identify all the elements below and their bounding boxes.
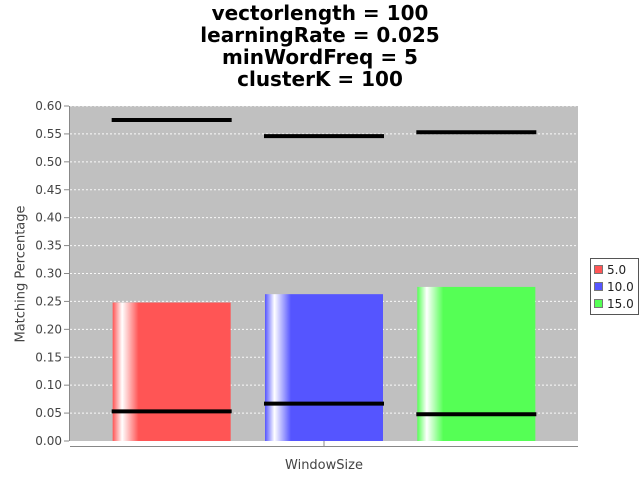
y-tick-label: 0.10 <box>35 378 62 392</box>
legend-label: 5.0 <box>607 262 627 277</box>
bar-series-15.0 <box>417 286 536 441</box>
y-tick-label: 0.25 <box>35 294 62 308</box>
title-line-minwordfreq: minWordFreq = 5 <box>222 45 418 69</box>
y-tick-label: 0.50 <box>35 155 62 169</box>
y-tick-label: 0.00 <box>35 434 62 448</box>
y-tick-label: 0.40 <box>35 211 62 225</box>
bar-series-5.0 <box>112 302 231 441</box>
legend-item: 10.0 <box>594 278 634 295</box>
y-tick-label: 0.05 <box>35 406 62 420</box>
bars <box>112 286 536 441</box>
range-markers <box>111 117 537 417</box>
legend-item: 15.0 <box>594 295 634 312</box>
bar-series-10.0 <box>265 294 383 441</box>
y-tick-label: 0.45 <box>35 183 62 197</box>
y-tick-label: 0.55 <box>35 127 62 141</box>
title-line-clusterk: clusterK = 100 <box>237 67 403 91</box>
title-line-vectorlength: vectorlength = 100 <box>211 1 429 25</box>
chart-title: vectorlength = 100 learningRate = 0.025 … <box>0 2 640 90</box>
y-tick-label: 0.60 <box>35 99 62 113</box>
legend-label: 10.0 <box>607 279 634 294</box>
legend-label: 15.0 <box>607 296 634 311</box>
legend-swatch <box>594 282 603 291</box>
legend-swatch <box>594 299 603 308</box>
title-line-learningrate: learningRate = 0.025 <box>200 23 440 47</box>
y-tick-label: 0.20 <box>35 322 62 336</box>
y-ticks: 0.00 0.05 0.10 0.15 0.20 0.25 0.30 0.35 0.40 0.45… <box>35 99 69 448</box>
legend-swatch <box>594 265 603 274</box>
y-axis-label: Matching Percentage <box>13 205 29 343</box>
y-tick-label: 0.15 <box>35 350 62 364</box>
legend: 5.0 10.0 15.0 <box>590 258 639 315</box>
y-tick-label: 0.30 <box>35 267 62 281</box>
y-tick-label: 0.35 <box>35 239 62 253</box>
x-axis-label: WindowSize <box>285 458 363 473</box>
legend-item: 5.0 <box>594 261 634 278</box>
